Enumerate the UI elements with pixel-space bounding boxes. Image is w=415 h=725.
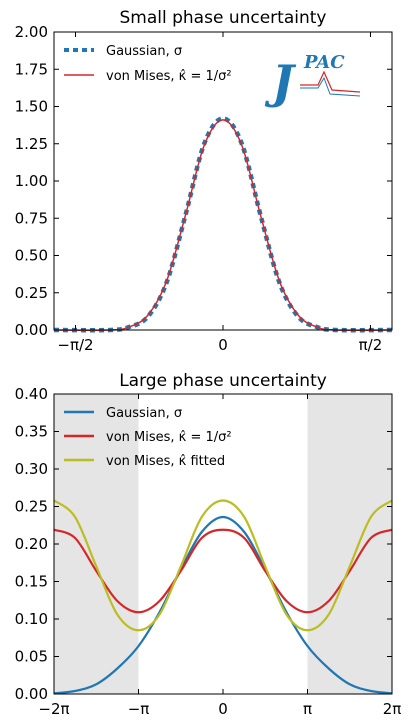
- y-tick-label: 0.00: [15, 685, 48, 703]
- logo-letter-j: J: [264, 55, 297, 109]
- x-tick-label: 0: [218, 700, 228, 718]
- y-tick-label: 0.00: [15, 321, 48, 339]
- x-tick-label: π/2: [359, 336, 383, 354]
- bottom-chart-title: Large phase uncertainty: [119, 371, 327, 391]
- x-tick-label: 2π: [383, 700, 402, 718]
- y-tick-label: 0.75: [15, 209, 48, 227]
- bottom-chart: Large phase uncertainty 0.00 0.05 0.10 0.15…: [15, 371, 402, 718]
- series-line-2: [53, 499, 393, 632]
- y-tick-label: 0.20: [15, 535, 48, 553]
- y-tick-label: 1.25: [15, 135, 48, 153]
- legend-label-vonmises: von Mises, κ̂ = 1/σ²: [106, 69, 232, 84]
- legend-label-gaussian: Gaussian, σ: [106, 406, 182, 421]
- bottom-chart-legend: Gaussian, σ von Mises, κ̂ = 1/σ² von Mis…: [64, 406, 232, 469]
- logo-swoosh-red: [300, 70, 361, 93]
- jpac-logo: J PAC: [264, 52, 361, 109]
- legend-label-gaussian: Gaussian, σ: [106, 44, 182, 59]
- legend-label-vonmises-fitted: von Mises, κ̂ fitted: [106, 454, 225, 469]
- y-tick-label: 0.40: [15, 385, 48, 403]
- x-tick-label: −π: [128, 700, 150, 718]
- x-tick-label: 0: [218, 336, 228, 354]
- legend-label-vonmises: von Mises, κ̂ = 1/σ²: [106, 430, 232, 445]
- shaded-region: [54, 394, 139, 694]
- top-chart: Small phase uncertainty 0.00 0.25 0.50 0.75…: [15, 8, 393, 354]
- y-tick-label: 0.25: [15, 498, 48, 516]
- shaded-region: [307, 394, 392, 694]
- y-tick-label: 0.10: [15, 610, 48, 628]
- x-tick-label: π: [303, 700, 312, 718]
- y-tick-label: 2.00: [15, 23, 48, 41]
- y-tick-label: 0.30: [15, 460, 48, 478]
- y-tick-label: 1.75: [15, 60, 48, 78]
- x-tick-label: −π/2: [57, 336, 93, 354]
- y-tick-label: 0.25: [15, 284, 48, 302]
- x-tick-label: −2π: [38, 700, 69, 718]
- series-line-0: [53, 116, 393, 333]
- top-chart-legend: Gaussian, σ von Mises, κ̂ = 1/σ²: [64, 44, 232, 84]
- y-tick-label: 1.50: [15, 98, 48, 116]
- logo-letters-pac: PAC: [303, 52, 345, 73]
- series-line-1: [53, 528, 393, 614]
- top-chart-title: Small phase uncertainty: [120, 8, 327, 28]
- y-tick-label: 1.00: [15, 172, 48, 190]
- y-tick-label: 0.50: [15, 247, 48, 265]
- y-tick-label: 0.15: [15, 573, 48, 591]
- series-line-1: [53, 119, 393, 331]
- series-line-0: [53, 515, 393, 695]
- y-tick-label: 0.05: [15, 648, 48, 666]
- y-tick-label: 0.35: [15, 423, 48, 441]
- logo-swoosh-blue: [300, 76, 361, 97]
